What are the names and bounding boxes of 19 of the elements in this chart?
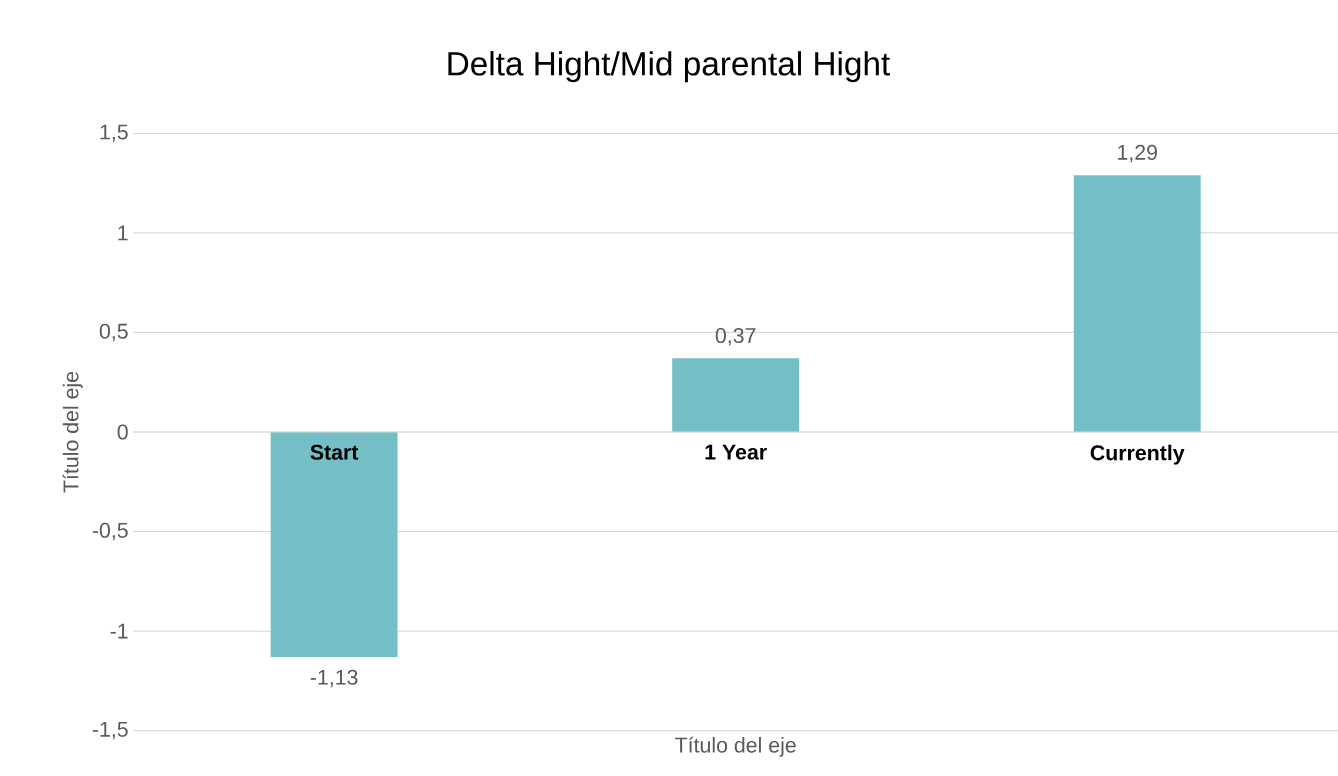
x-axis-title: Título del eje (675, 736, 796, 757)
y-tick-label: 1,5 (100, 124, 128, 143)
data-label: -1,13 (310, 669, 358, 688)
data-label: 0,37 (715, 328, 756, 346)
x-tick-label: Currently (1090, 444, 1185, 465)
bar (270, 432, 398, 657)
bar (1073, 175, 1201, 432)
y-tick-label: 1 (118, 225, 128, 241)
y-axis-title: Título del eje (62, 371, 83, 493)
x-tick-label: 1 Year (705, 444, 767, 460)
data-label: 1,29 (1118, 144, 1157, 163)
y-tick-label: 0 (117, 424, 128, 440)
bar (672, 358, 800, 432)
y-tick-label: -1,5 (92, 721, 128, 740)
chart-title: Delta Hight/Mid parental Hight (448, 51, 890, 83)
y-tick-label: -1 (110, 623, 128, 639)
y-tick-label: -0,5 (92, 522, 128, 541)
x-tick-label: Start (310, 444, 359, 460)
y-tick-label: 0,5 (99, 323, 128, 342)
